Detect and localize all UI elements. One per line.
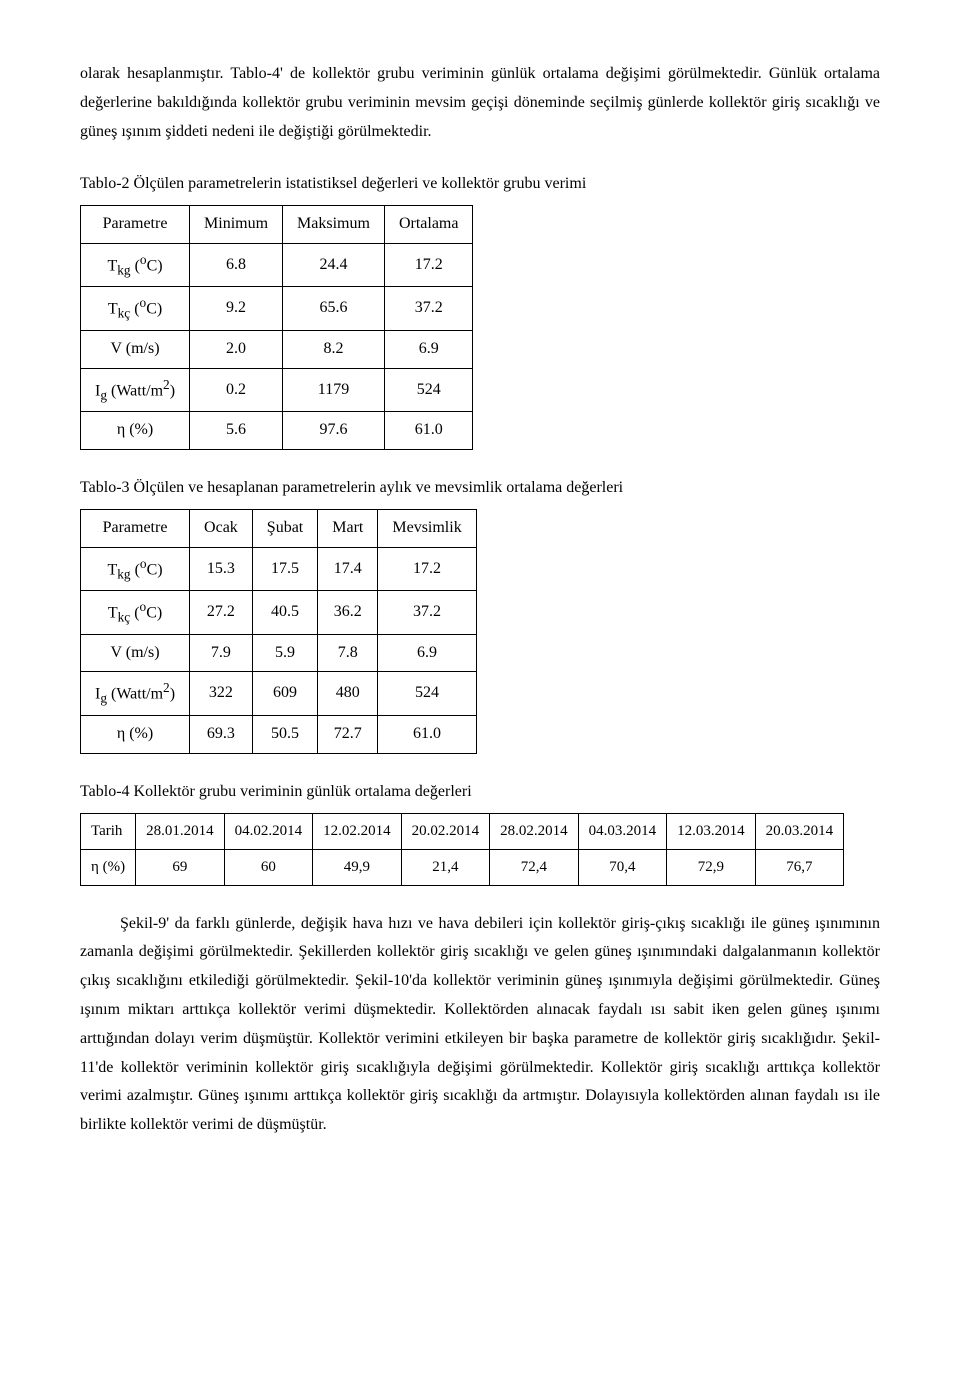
t2-r1-2: 37.2 (384, 287, 473, 331)
t2-r4-0: 5.6 (190, 412, 283, 450)
table4: Tarih 28.01.2014 04.02.2014 12.02.2014 2… (80, 813, 844, 886)
t3-r1-3: 37.2 (378, 591, 476, 635)
t3-r2-2: 7.8 (318, 634, 378, 672)
table-row: Tkç (oC) 27.2 40.5 36.2 37.2 (81, 591, 477, 635)
t2-r3-0: 0.2 (190, 368, 283, 412)
t3-r0-1: 17.5 (252, 547, 317, 591)
t4-d6: 12.03.2014 (667, 813, 756, 849)
table4-caption: Tablo-4 Kollektör grubu veriminin günlük… (80, 778, 880, 807)
table-row: V (m/s) 7.9 5.9 7.8 6.9 (81, 634, 477, 672)
t3-h2: Şubat (252, 509, 317, 547)
table3-header-row: Parametre Ocak Şubat Mart Mevsimlik (81, 509, 477, 547)
t2-r4-p: η (%) (81, 412, 190, 450)
t3-r3-1: 609 (252, 672, 317, 716)
t3-r2-0: 7.9 (190, 634, 253, 672)
t4-v7: 76,7 (755, 849, 844, 885)
t4-v0: 69 (136, 849, 225, 885)
t4-d1: 04.02.2014 (224, 813, 313, 849)
t2-r2-2: 6.9 (384, 330, 473, 368)
t4-d5: 04.03.2014 (578, 813, 667, 849)
intro-paragraph: olarak hesaplanmıştır. Tablo-4' de kolle… (80, 60, 880, 146)
t3-r4-2: 72.7 (318, 715, 378, 753)
t3-r4-1: 50.5 (252, 715, 317, 753)
t2-r3-2: 524 (384, 368, 473, 412)
closing-paragraph: Şekil-9' da farklı günlerde, değişik hav… (80, 910, 880, 1140)
t2-h1: Minimum (190, 206, 283, 244)
t3-h0: Parametre (81, 509, 190, 547)
t2-r2-1: 8.2 (283, 330, 385, 368)
t2-r0-2: 17.2 (384, 243, 473, 287)
t2-r4-2: 61.0 (384, 412, 473, 450)
t4-d7: 20.03.2014 (755, 813, 844, 849)
table4-row-values: η (%) 69 60 49,9 21,4 72,4 70,4 72,9 76,… (81, 849, 844, 885)
t2-r0-0: 6.8 (190, 243, 283, 287)
t3-r2-3: 6.9 (378, 634, 476, 672)
table-row: Tkg (oC) 6.8 24.4 17.2 (81, 243, 473, 287)
t4-r2-label: η (%) (81, 849, 136, 885)
t2-r1-1: 65.6 (283, 287, 385, 331)
table-row: V (m/s) 2.0 8.2 6.9 (81, 330, 473, 368)
t3-r0-2: 17.4 (318, 547, 378, 591)
t2-r0-1: 24.4 (283, 243, 385, 287)
t3-h4: Mevsimlik (378, 509, 476, 547)
table-row: Tkç (oC) 9.2 65.6 37.2 (81, 287, 473, 331)
t3-r2-1: 5.9 (252, 634, 317, 672)
table4-row-dates: Tarih 28.01.2014 04.02.2014 12.02.2014 2… (81, 813, 844, 849)
t2-r1-p: Tkç (oC) (81, 287, 190, 331)
table3: Parametre Ocak Şubat Mart Mevsimlik Tkg … (80, 509, 477, 754)
t3-r1-2: 36.2 (318, 591, 378, 635)
table-row: η (%) 5.6 97.6 61.0 (81, 412, 473, 450)
t4-d4: 28.02.2014 (490, 813, 579, 849)
table2: Parametre Minimum Maksimum Ortalama Tkg … (80, 205, 473, 450)
t3-r0-3: 17.2 (378, 547, 476, 591)
t4-r1-label: Tarih (81, 813, 136, 849)
t3-r3-p: Ig (Watt/m2) (81, 672, 190, 716)
table2-caption: Tablo-2 Ölçülen parametrelerin istatisti… (80, 170, 880, 199)
table3-caption: Tablo-3 Ölçülen ve hesaplanan parametrel… (80, 474, 880, 503)
t3-r3-2: 480 (318, 672, 378, 716)
t3-r1-0: 27.2 (190, 591, 253, 635)
t4-v3: 21,4 (401, 849, 490, 885)
t4-v1: 60 (224, 849, 313, 885)
t2-r1-0: 9.2 (190, 287, 283, 331)
t3-r0-0: 15.3 (190, 547, 253, 591)
t4-d3: 20.02.2014 (401, 813, 490, 849)
t3-r2-p: V (m/s) (81, 634, 190, 672)
t3-r0-p: Tkg (oC) (81, 547, 190, 591)
t3-h1: Ocak (190, 509, 253, 547)
t2-r3-p: Ig (Watt/m2) (81, 368, 190, 412)
t2-r0-p: Tkg (oC) (81, 243, 190, 287)
t2-r3-1: 1179 (283, 368, 385, 412)
t2-r2-p: V (m/s) (81, 330, 190, 368)
t4-d0: 28.01.2014 (136, 813, 225, 849)
table-row: Tkg (oC) 15.3 17.5 17.4 17.2 (81, 547, 477, 591)
t2-h0: Parametre (81, 206, 190, 244)
table-row: Ig (Watt/m2) 322 609 480 524 (81, 672, 477, 716)
t3-r3-3: 524 (378, 672, 476, 716)
t4-v6: 72,9 (667, 849, 756, 885)
table-row: Ig (Watt/m2) 0.2 1179 524 (81, 368, 473, 412)
t4-d2: 12.02.2014 (313, 813, 402, 849)
t2-h3: Ortalama (384, 206, 473, 244)
t3-r3-0: 322 (190, 672, 253, 716)
t4-v5: 70,4 (578, 849, 667, 885)
t2-h2: Maksimum (283, 206, 385, 244)
t3-r1-1: 40.5 (252, 591, 317, 635)
t3-r1-p: Tkç (oC) (81, 591, 190, 635)
t2-r4-1: 97.6 (283, 412, 385, 450)
t3-r4-p: η (%) (81, 715, 190, 753)
t3-r4-3: 61.0 (378, 715, 476, 753)
table-row: η (%) 69.3 50.5 72.7 61.0 (81, 715, 477, 753)
t3-h3: Mart (318, 509, 378, 547)
t4-v2: 49,9 (313, 849, 402, 885)
table2-header-row: Parametre Minimum Maksimum Ortalama (81, 206, 473, 244)
t4-v4: 72,4 (490, 849, 579, 885)
t2-r2-0: 2.0 (190, 330, 283, 368)
t3-r4-0: 69.3 (190, 715, 253, 753)
